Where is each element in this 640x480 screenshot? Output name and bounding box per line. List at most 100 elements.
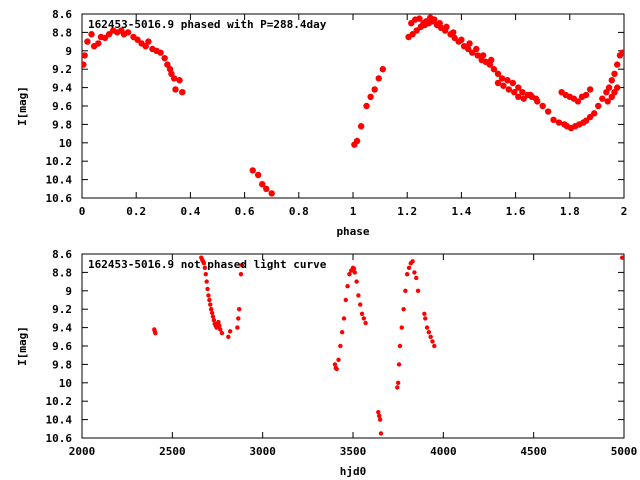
phased-data-point: [124, 29, 132, 36]
unphased-data-point: [412, 270, 417, 275]
unphased-data-point: [202, 265, 208, 270]
unphased-data-point: [426, 330, 432, 335]
phased-data-point: [509, 79, 517, 87]
phased-data-point: [515, 93, 522, 101]
phased-data-point: [371, 86, 378, 93]
unphased-data-point: [376, 413, 382, 419]
phased-data-point: [443, 23, 450, 31]
unphased-y-tick-label: 9.4: [52, 322, 72, 335]
unphased-data-point: [332, 362, 338, 367]
unphased-data-point: [239, 262, 245, 268]
phased-data-point: [254, 171, 262, 179]
phased-y-tick-label: 8.8: [52, 26, 72, 39]
phased-x-tick-label: 0: [79, 205, 86, 218]
phased-data-point: [450, 29, 457, 36]
unphased-data-point: [210, 314, 216, 319]
unphased-data-point: [347, 272, 352, 277]
unphased-y-tick-label: 8.8: [52, 266, 72, 279]
phased-data-point: [436, 20, 443, 27]
phased-data-point: [157, 49, 164, 56]
phased-data-point: [519, 89, 526, 96]
unphased-data-point: [403, 288, 408, 293]
phased-data-point: [353, 137, 361, 145]
phased-data-point: [488, 56, 495, 64]
unphased-data-point: [424, 325, 430, 330]
phased-data-point: [458, 36, 465, 43]
phased-data-point: [474, 52, 481, 59]
unphased-data-point: [361, 316, 367, 321]
unphased-data-point: [356, 293, 361, 298]
unphased-data-point: [219, 330, 225, 336]
unphased-data-point: [236, 307, 242, 312]
unphased-data-point: [432, 343, 437, 349]
unphased-data-point: [238, 272, 244, 277]
phased-data-point: [469, 49, 476, 56]
phased-data-point: [619, 49, 624, 56]
unphased-data-point: [216, 319, 221, 325]
phased-data-point: [520, 95, 527, 102]
phased-data-point: [608, 77, 616, 84]
phased-data-point: [550, 116, 557, 124]
phased-y-tick-label: 10.2: [46, 155, 73, 168]
phased-data-point: [494, 70, 502, 78]
unphased-data-point: [201, 261, 207, 266]
unphased-data-point: [428, 334, 433, 339]
phased-data-point: [586, 113, 594, 121]
phased-x-tick-label: 1.2: [397, 205, 417, 218]
unphased-y-axis-label: I[mag]: [16, 326, 29, 366]
unphased-data-point: [235, 325, 240, 330]
unphased-data-point: [218, 327, 223, 332]
unphased-y-tick-label: 10.6: [46, 432, 73, 445]
phased-data-point: [505, 86, 513, 93]
phased-data-point: [544, 108, 552, 115]
phased-data-point: [176, 77, 183, 84]
unphased-data-point: [345, 284, 350, 289]
unphased-data-point: [351, 266, 357, 271]
unphased-data-points: [152, 255, 624, 436]
unphased-data-point: [378, 431, 384, 436]
unphased-data-point: [334, 366, 339, 372]
phased-data-point: [539, 102, 546, 110]
unphased-data-point: [207, 297, 212, 303]
phased-data-point: [479, 52, 487, 59]
phased-data-point: [82, 52, 88, 59]
phased-data-point: [604, 98, 611, 105]
phased-data-point: [363, 102, 370, 110]
phased-data-point: [494, 79, 502, 87]
unphased-x-tick-label: 2500: [159, 445, 186, 458]
phased-data-point: [490, 66, 498, 73]
unphased-x-axis-label: hjd0: [340, 465, 367, 478]
unphased-data-point: [206, 293, 211, 298]
phased-data-point: [367, 93, 374, 101]
phased-data-point: [504, 77, 511, 84]
unphased-data-point: [204, 279, 209, 284]
phased-x-tick-label: 1: [350, 205, 357, 218]
unphased-data-point: [341, 316, 347, 321]
unphased-data-point: [209, 310, 215, 316]
phased-y-tick-label: 9.4: [52, 82, 72, 95]
phased-data-point: [611, 70, 618, 78]
phased-data-point: [590, 110, 598, 117]
unphased-chart-title: 162453-5016.9 not phased light curve: [88, 258, 327, 271]
phased-y-tick-label: 10.4: [46, 174, 73, 187]
unphased-y-tick-label: 9.2: [52, 303, 72, 316]
unphased-data-point: [414, 275, 419, 281]
unphased-data-point: [338, 343, 343, 349]
unphased-data-point: [339, 330, 345, 335]
phased-data-point: [500, 82, 507, 89]
phased-data-point: [464, 45, 472, 53]
unphased-data-point: [227, 329, 233, 334]
phased-data-point: [134, 36, 141, 43]
unphased-data-point: [377, 417, 383, 422]
phased-x-tick-label: 1.6: [506, 205, 526, 218]
phased-y-tick-label: 9: [65, 45, 72, 58]
phased-data-point: [375, 75, 382, 82]
unphased-data-point: [236, 316, 241, 321]
phased-x-tick-label: 0.2: [126, 205, 146, 218]
unphased-data-point: [336, 357, 341, 362]
phased-data-point: [422, 18, 430, 25]
unphased-data-point: [401, 307, 406, 312]
unphased-data-point: [358, 302, 363, 307]
phased-data-point: [161, 54, 168, 62]
phased-y-tick-label: 9.6: [52, 100, 72, 113]
